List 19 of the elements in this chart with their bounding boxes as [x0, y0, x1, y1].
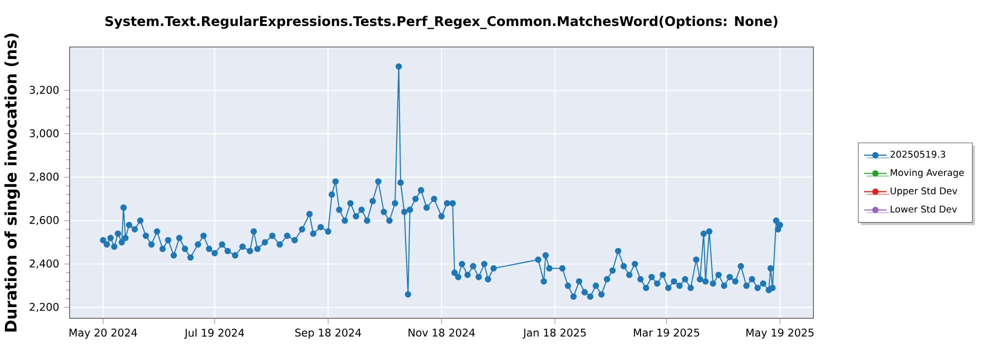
y-tick-label: 2,400	[30, 259, 59, 268]
legend-label: 20250519.3	[890, 150, 946, 158]
x-tick-label: Mar 19 2025	[634, 328, 700, 336]
y-axis-title: Duration of single invocation (ns)	[4, 33, 20, 332]
legend-label: Upper Std Dev	[890, 186, 958, 196]
y-tick-label: 3,000	[30, 129, 59, 138]
x-tick-label: Nov 18 2024	[408, 328, 475, 336]
legend-label: Moving Average	[890, 168, 964, 178]
x-tick-label: May 20 2024	[70, 328, 138, 338]
y-tick-label: 2,800	[30, 172, 59, 182]
y-tick-label: 2,200	[30, 302, 59, 312]
x-tick-label: May 19 2025	[746, 328, 814, 338]
x-tick-label: Sep 18 2024	[295, 328, 362, 338]
y-tick-label: 3,200	[30, 86, 59, 95]
x-tick-label: Jul 19 2024	[184, 328, 244, 339]
legend-label: Lower Std Dev	[890, 205, 957, 212]
y-tick-label: 2,600	[30, 216, 59, 225]
chart-title: System.Text.RegularExpressions.Tests.Perf_Regex_Common.MatchesWord(Options: None)	[105, 16, 778, 29]
x-tick-label: Jan 18 2025	[522, 328, 586, 338]
